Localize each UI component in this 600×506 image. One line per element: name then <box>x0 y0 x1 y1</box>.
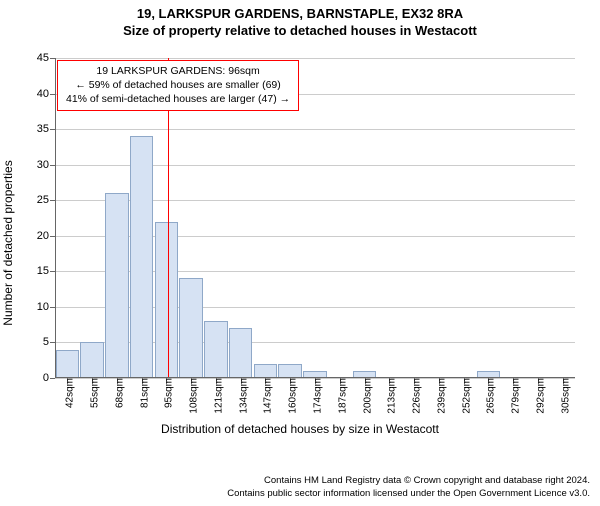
x-tick-label: 42sqm <box>59 378 76 408</box>
x-tick-label: 68sqm <box>108 378 125 408</box>
x-tick-label: 121sqm <box>207 378 224 414</box>
x-tick-label: 239sqm <box>430 378 447 414</box>
histogram-bar <box>80 342 104 378</box>
y-tick-label: 30 <box>37 159 55 171</box>
y-tick-label: 35 <box>37 123 55 135</box>
x-tick-label: 252sqm <box>455 378 472 414</box>
histogram-bar <box>204 321 228 378</box>
x-tick-label: 95sqm <box>158 378 175 408</box>
histogram-bar <box>105 193 129 378</box>
y-tick-label: 45 <box>37 52 55 64</box>
chart-title-block: 19, LARKSPUR GARDENS, BARNSTAPLE, EX32 8… <box>0 6 600 38</box>
y-tick-label: 15 <box>37 265 55 277</box>
x-tick-label: 292sqm <box>529 378 546 414</box>
plot-inner: 05101520253035404542sqm55sqm68sqm81sqm95… <box>55 58 575 378</box>
y-tick-label: 40 <box>37 88 55 100</box>
x-tick-label: 265sqm <box>480 378 497 414</box>
footer-attribution: Contains HM Land Registry data © Crown c… <box>227 475 590 500</box>
x-tick-label: 174sqm <box>307 378 324 414</box>
x-axis-line <box>55 377 575 378</box>
y-tick-label: 20 <box>37 230 55 242</box>
gridline <box>55 129 575 130</box>
histogram-bar <box>278 364 302 378</box>
plot-area: 05101520253035404542sqm55sqm68sqm81sqm95… <box>55 58 575 378</box>
x-tick-label: 305sqm <box>554 378 571 414</box>
histogram-bar <box>155 222 179 378</box>
x-tick-label: 160sqm <box>282 378 299 414</box>
histogram-bar <box>130 136 154 378</box>
footer-line1: Contains HM Land Registry data © Crown c… <box>227 475 590 487</box>
x-tick-label: 55sqm <box>84 378 101 408</box>
x-tick-label: 213sqm <box>381 378 398 414</box>
callout-line: 19 LARKSPUR GARDENS: 96sqm <box>66 64 290 78</box>
y-tick-label: 10 <box>37 301 55 313</box>
x-tick-label: 81sqm <box>133 378 150 408</box>
x-axis-label: Distribution of detached houses by size … <box>0 422 600 436</box>
x-tick-label: 187sqm <box>331 378 348 414</box>
histogram-bar <box>254 364 278 378</box>
callout-line: 41% of semi-detached houses are larger (… <box>66 92 290 106</box>
x-tick-label: 200sqm <box>356 378 373 414</box>
gridline <box>55 58 575 59</box>
footer-line2: Contains public sector information licen… <box>227 488 590 500</box>
chart-area: Number of detached properties 0510152025… <box>0 48 600 438</box>
x-tick-label: 147sqm <box>257 378 274 414</box>
y-tick-label: 5 <box>43 336 55 348</box>
y-axis-line <box>55 58 56 378</box>
x-tick-label: 134sqm <box>232 378 249 414</box>
histogram-bar <box>179 278 203 378</box>
histogram-bar <box>229 328 253 378</box>
x-tick-label: 226sqm <box>406 378 423 414</box>
chart-title-line1: 19, LARKSPUR GARDENS, BARNSTAPLE, EX32 8… <box>0 6 600 21</box>
y-axis-label: Number of detached properties <box>1 160 15 325</box>
callout-line: ← 59% of detached houses are smaller (69… <box>66 78 290 92</box>
y-tick-label: 0 <box>43 372 55 384</box>
x-tick-label: 279sqm <box>505 378 522 414</box>
y-tick-label: 25 <box>37 194 55 206</box>
histogram-bar <box>56 350 80 378</box>
marker-callout: 19 LARKSPUR GARDENS: 96sqm← 59% of detac… <box>57 60 299 111</box>
x-tick-label: 108sqm <box>183 378 200 414</box>
chart-title-line2: Size of property relative to detached ho… <box>0 23 600 38</box>
